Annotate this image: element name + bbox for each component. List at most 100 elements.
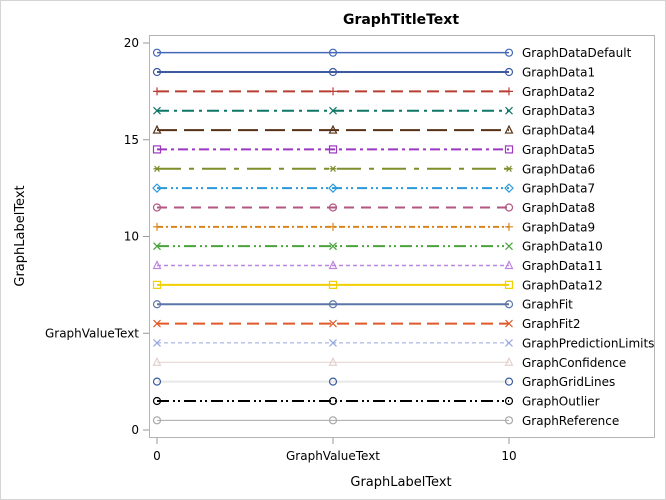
circle-marker-icon [152, 67, 162, 77]
series-graphdata10: GraphData10 [153, 240, 603, 254]
circle-marker-icon [152, 416, 162, 425]
y-tick-label: 20 [124, 36, 139, 50]
circle-marker-icon [152, 203, 162, 212]
diamond-marker-icon [152, 183, 162, 193]
circle-marker-icon [504, 48, 514, 57]
x-marker-icon [153, 106, 161, 115]
series-graphdata11: GraphData11 [152, 259, 603, 273]
series-label: GraphData6 [522, 162, 595, 176]
plot-frame [149, 35, 655, 438]
circle-marker-icon [152, 300, 162, 309]
series-label: GraphData1 [522, 66, 595, 80]
diamond-marker-icon [328, 183, 338, 193]
series-graphdata4: GraphData4 [152, 124, 595, 138]
series-graphdata3: GraphData3 [153, 104, 595, 118]
x-tick-label: 10 [501, 449, 516, 463]
square-marker-icon [504, 280, 514, 289]
y-tick-label: 15 [124, 133, 139, 147]
y-tick-label: 10 [124, 230, 139, 244]
circle-marker-icon [504, 203, 514, 212]
circle-marker-icon [152, 48, 162, 57]
series-graphdata1: GraphData1 [152, 66, 595, 80]
star-marker-icon [329, 165, 337, 172]
x-marker-icon [153, 319, 161, 328]
circle-marker-icon [504, 377, 514, 386]
x-marker-icon [153, 242, 161, 251]
series-graphdata7: GraphData7 [152, 182, 595, 196]
series-label: GraphReference [522, 414, 619, 428]
triangle-marker-icon [152, 356, 162, 366]
x-tick-label: 0 [153, 449, 161, 463]
series-label: GraphData9 [522, 220, 595, 234]
triangle-marker-icon [504, 260, 514, 270]
triangle-marker-icon [152, 260, 162, 270]
plus-marker-icon [329, 222, 337, 231]
series-graphdata9: GraphData9 [153, 220, 595, 234]
triangle-marker-icon [504, 124, 514, 134]
star-marker-icon [153, 165, 161, 172]
triangle-marker-icon [328, 260, 338, 270]
circle-marker-icon [504, 300, 514, 309]
series-graphdata6: GraphData6 [153, 162, 595, 176]
square-marker-icon [504, 145, 514, 154]
x-marker-icon [153, 339, 161, 347]
x-marker-icon [505, 106, 513, 115]
plus-marker-icon [153, 222, 161, 231]
series-graphgridlines: GraphGridLines [152, 375, 615, 389]
square-marker-icon [152, 280, 162, 289]
series-graphdata5: GraphData5 [152, 143, 595, 157]
x-marker-icon [329, 242, 337, 251]
plus-marker-icon [329, 87, 337, 96]
circle-marker-icon [328, 377, 338, 386]
series-graphreference: GraphReference [152, 414, 619, 428]
x-marker-icon [329, 339, 337, 347]
y-tick-label: GraphValueText [45, 326, 139, 340]
plus-marker-icon [505, 87, 513, 96]
square-marker-icon [328, 145, 338, 154]
series-label: GraphData10 [522, 240, 603, 254]
circle-marker-icon [504, 416, 514, 425]
series-label: GraphData7 [522, 182, 595, 196]
x-marker-icon [329, 106, 337, 115]
series-graphdata12: GraphData12 [152, 278, 603, 292]
series-label: GraphDataDefault [522, 46, 632, 60]
circle-marker-icon [328, 203, 338, 212]
plus-marker-icon [505, 222, 513, 231]
x-marker-icon [329, 319, 337, 328]
x-axis: 0 GraphValueText 10 [153, 438, 517, 463]
series-graphdata2: GraphData2 [153, 85, 595, 99]
series-graphoutlier: GraphOutlier [152, 394, 600, 408]
plus-marker-icon [153, 87, 161, 96]
x-marker-icon [505, 242, 513, 251]
series-graphpredictionlimits: GraphPredictionLimits [153, 336, 654, 350]
triangle-marker-icon [504, 356, 514, 366]
circle-marker-icon [328, 300, 338, 309]
series-label: GraphData3 [522, 104, 595, 118]
series-label: GraphPredictionLimits [522, 336, 654, 350]
series-graphdatadefault: GraphDataDefault [152, 46, 632, 60]
x-marker-icon [505, 319, 513, 328]
series-label: GraphData2 [522, 85, 595, 99]
triangle-marker-icon [328, 124, 338, 134]
series-label: GraphData11 [522, 259, 603, 273]
circle-marker-icon [504, 67, 514, 77]
series-label: GraphOutlier [522, 394, 600, 408]
series-label: GraphFit [522, 298, 573, 312]
circle-marker-icon [152, 396, 162, 406]
series-graphdata8: GraphData8 [152, 201, 595, 215]
y-axis: 0 GraphValueText 10 15 20 [45, 36, 149, 437]
triangle-marker-icon [152, 124, 162, 134]
circle-marker-icon [328, 48, 338, 57]
x-marker-icon [505, 339, 513, 347]
series-label: GraphData5 [522, 143, 595, 157]
series-label: GraphFit2 [522, 317, 581, 331]
series-graphconfidence: GraphConfidence [152, 356, 626, 370]
series-label: GraphData8 [522, 201, 595, 215]
series-label: GraphGridLines [522, 375, 615, 389]
circle-marker-icon [152, 377, 162, 386]
square-marker-icon [152, 145, 162, 154]
triangle-marker-icon [328, 356, 338, 366]
chart-title: GraphTitleText [343, 12, 459, 28]
y-axis-label: GraphLabelText [13, 185, 28, 286]
